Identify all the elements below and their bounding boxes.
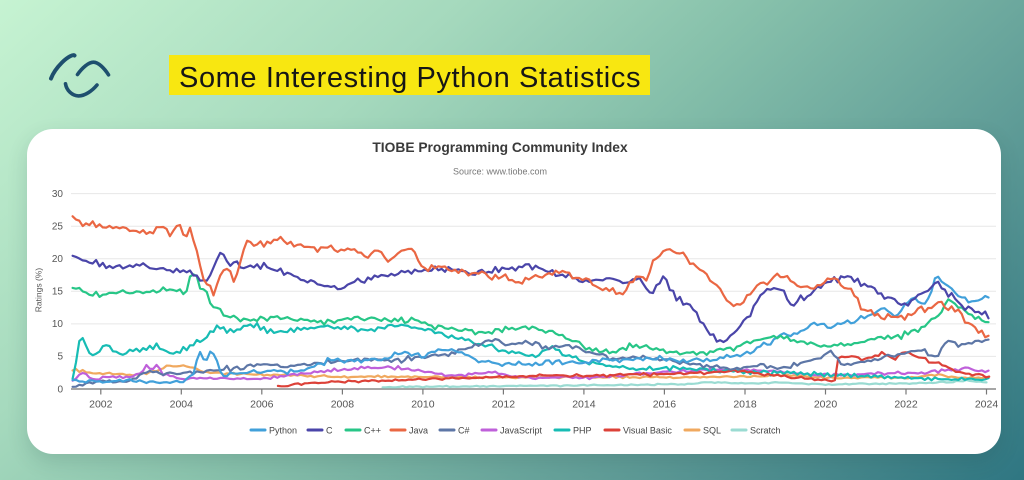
svg-text:5: 5: [57, 352, 63, 363]
svg-text:2014: 2014: [572, 399, 596, 411]
svg-text:Java: Java: [409, 426, 428, 436]
svg-text:C#: C#: [458, 426, 470, 436]
svg-text:10: 10: [52, 319, 64, 330]
svg-text:2016: 2016: [653, 399, 677, 411]
svg-text:2020: 2020: [814, 399, 838, 411]
svg-text:2002: 2002: [89, 399, 113, 411]
svg-text:2018: 2018: [733, 399, 757, 411]
svg-text:Python: Python: [269, 426, 297, 436]
svg-text:C: C: [326, 426, 333, 436]
svg-text:2022: 2022: [894, 399, 918, 411]
svg-text:Visual Basic: Visual Basic: [623, 426, 672, 436]
svg-text:2010: 2010: [411, 399, 435, 411]
svg-text:TIOBE Programming Community In: TIOBE Programming Community Index: [372, 140, 628, 155]
svg-text:2012: 2012: [492, 399, 516, 411]
svg-text:30: 30: [52, 189, 64, 200]
svg-text:2024: 2024: [975, 399, 999, 411]
svg-text:JavaScript: JavaScript: [500, 426, 543, 436]
svg-text:Source: www.tiobe.com: Source: www.tiobe.com: [453, 167, 547, 177]
svg-text:PHP: PHP: [573, 426, 592, 436]
svg-text:C++: C++: [364, 426, 381, 436]
svg-text:2008: 2008: [331, 399, 355, 411]
svg-text:Scratch: Scratch: [750, 426, 781, 436]
svg-text:Ratings (%): Ratings (%): [34, 268, 44, 313]
svg-text:SQL: SQL: [703, 426, 721, 436]
svg-text:25: 25: [52, 222, 64, 233]
svg-text:0: 0: [57, 384, 63, 395]
svg-text:15: 15: [52, 287, 64, 298]
svg-text:20: 20: [52, 254, 64, 265]
svg-text:2006: 2006: [250, 399, 274, 411]
svg-text:2004: 2004: [170, 399, 194, 411]
